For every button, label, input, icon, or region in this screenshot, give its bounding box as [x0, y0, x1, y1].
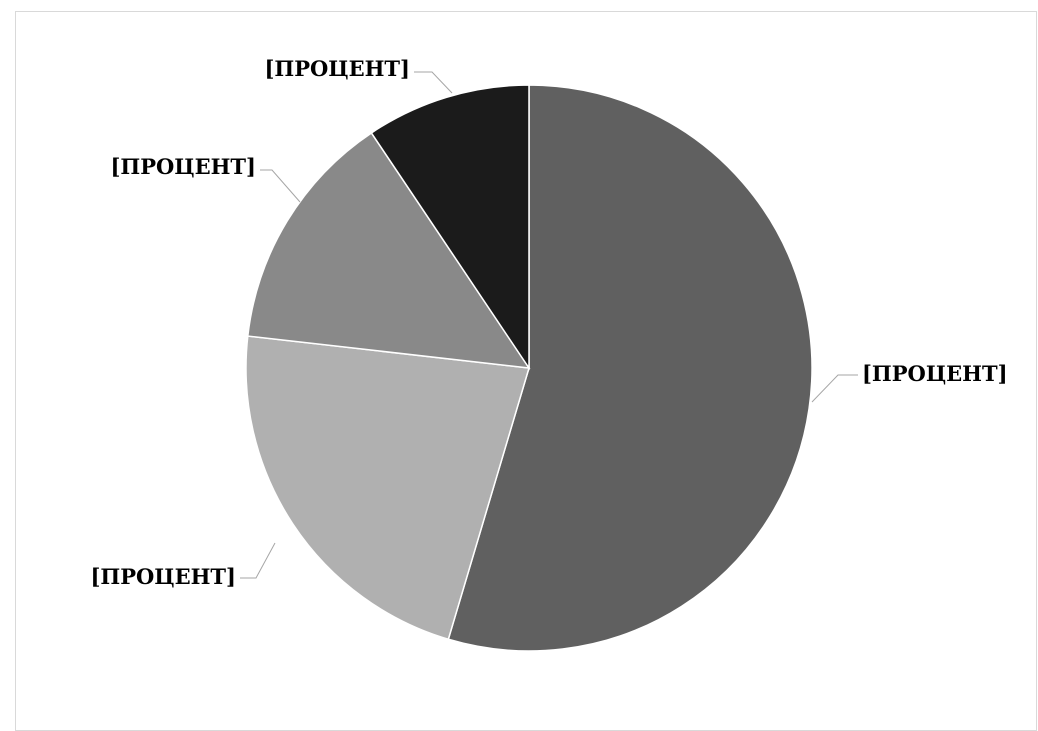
data-labels: [ПРОЦЕНТ] [ПРОЦЕНТ] [ПРОЦЕНТ] [ПРОЦЕНТ] — [90, 56, 1007, 589]
data-label-3: [ПРОЦЕНТ] — [110, 154, 256, 179]
leader-line-1 — [811, 374, 858, 403]
leader-line-2 — [240, 542, 276, 579]
data-label-2: [ПРОЦЕНТ] — [90, 564, 236, 589]
data-label-1: [ПРОЦЕНТ] — [862, 361, 1008, 386]
data-label-4: [ПРОЦЕНТ] — [264, 56, 410, 81]
leader-line-3 — [260, 169, 301, 203]
pie-slice-2 — [245, 335, 530, 641]
leader-lines — [240, 71, 858, 579]
pie-slice-3 — [246, 131, 531, 369]
leader-line-4 — [414, 71, 453, 94]
pie-slice-4 — [370, 84, 530, 371]
pie-slice-1 — [447, 84, 813, 652]
pie-slices — [245, 84, 813, 652]
